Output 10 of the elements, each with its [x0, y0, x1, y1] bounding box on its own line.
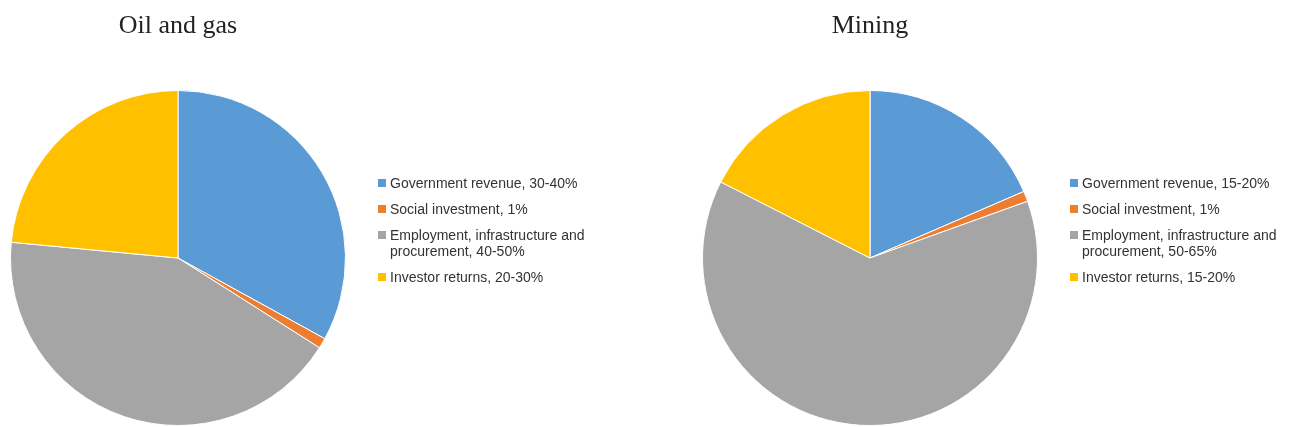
legend-label: Government revenue, 30-40%	[390, 175, 578, 191]
legend-label: Social investment, 1%	[1082, 201, 1220, 217]
legend-label: Employment, infrastructure and procurement, 40-50%	[390, 227, 585, 259]
chart-title: Oil and gas	[117, 10, 239, 40]
legend-label: Employment, infrastructure and procurement, 50-65%	[1082, 227, 1277, 259]
legend-label: Social investment, 1%	[390, 201, 528, 217]
chart-title: Mining	[830, 10, 910, 40]
legend-label: Government revenue, 15-20%	[1082, 175, 1270, 191]
legend-label: Investor returns, 20-30%	[390, 269, 544, 285]
legend-label: Investor returns, 15-20%	[1082, 269, 1236, 285]
